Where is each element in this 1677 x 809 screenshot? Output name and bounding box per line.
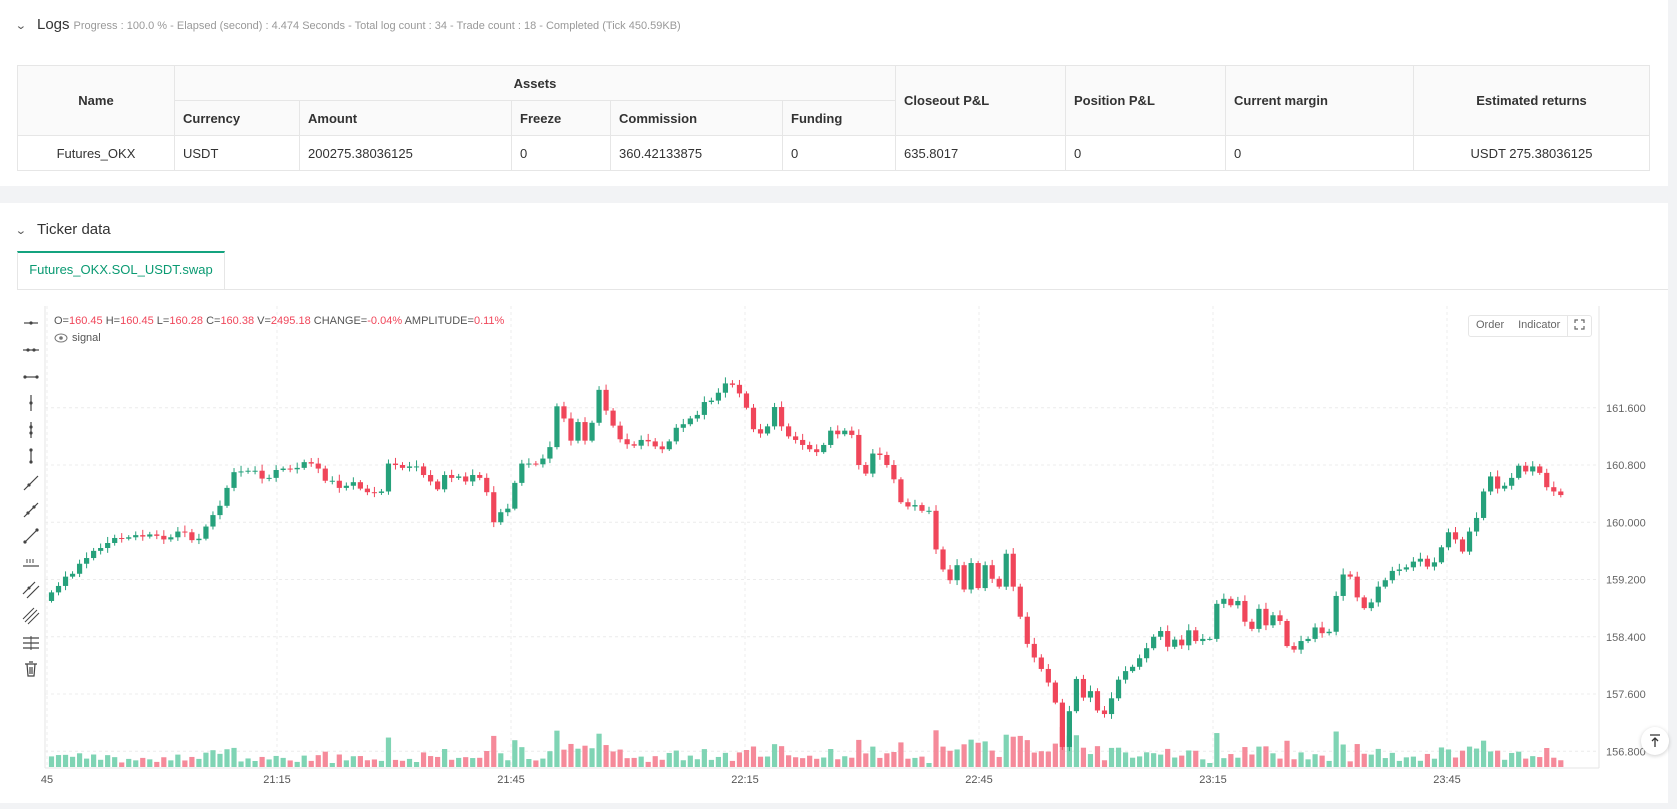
logs-header[interactable]: ⌄ Logs Progress : 100.0 % - Elapsed (sec…: [14, 16, 681, 33]
cell-amount: 200275.38036125: [299, 135, 512, 171]
col-freeze: Freeze: [511, 100, 611, 136]
change-value: -0.04%: [367, 315, 403, 327]
close-value: 160.38: [220, 315, 255, 327]
high-value: 160.45: [120, 315, 154, 327]
ticker-header[interactable]: ⌄ Ticker data: [14, 221, 111, 238]
cell-estimated-returns: USDT 275.38036125: [1413, 135, 1650, 171]
cell-commission: 360.42133875: [610, 135, 783, 171]
fullscreen-icon[interactable]: [1567, 316, 1591, 336]
cell-freeze: 0: [511, 135, 611, 171]
close-label: C=: [206, 315, 221, 327]
cell-name: Futures_OKX: [17, 135, 175, 171]
col-commission: Commission: [610, 100, 783, 136]
chart-buttons: Order Indicator: [1468, 315, 1593, 337]
segment-icon[interactable]: [18, 525, 44, 547]
chevron-down-icon[interactable]: ⌄: [14, 225, 27, 237]
horizontal-segment-icon[interactable]: [18, 366, 44, 388]
ray-icon[interactable]: [18, 472, 44, 494]
tab-divider: [17, 289, 1668, 290]
arrow-up-icon: [1650, 734, 1660, 747]
logs-title: Logs: [37, 16, 70, 33]
ticker-panel: ⌄ Ticker data: [0, 203, 1668, 803]
cell-current-margin: 0: [1225, 135, 1414, 171]
ticker-title: Ticker data: [37, 221, 111, 238]
scroll-to-top-button[interactable]: [1641, 727, 1669, 755]
vertical-segment-icon[interactable]: [18, 445, 44, 467]
col-current-margin: Current margin: [1225, 65, 1414, 136]
col-currency: Currency: [174, 100, 300, 136]
col-closeout-pl: Closeout P&L: [895, 65, 1066, 136]
assets-table: Name Assets Closeout P&L Position P&L Cu…: [17, 65, 1650, 171]
amplitude-value: 0.11%: [473, 315, 505, 327]
fibonacci-icon[interactable]: [18, 605, 44, 627]
vertical-line-icon[interactable]: [18, 419, 44, 441]
low-value: 160.28: [169, 315, 203, 327]
indicator-button[interactable]: Indicator: [1518, 319, 1561, 331]
eye-icon[interactable]: [54, 333, 68, 343]
vertical-ray-icon[interactable]: [18, 392, 44, 414]
col-assets: Assets: [174, 65, 896, 101]
high-label: H=: [105, 315, 121, 327]
signal-label: signal: [72, 332, 101, 344]
col-position-pl: Position P&L: [1065, 65, 1226, 136]
col-name: Name: [17, 65, 175, 136]
extended-line-icon[interactable]: [18, 499, 44, 521]
cell-currency: USDT: [174, 135, 300, 171]
progress-status: Progress : 100.0 % - Elapsed (second) : …: [73, 20, 681, 32]
amplitude-label: AMPLITUDE=: [404, 315, 474, 327]
horizontal-line-icon[interactable]: [18, 339, 44, 361]
open-value: 160.45: [68, 315, 103, 327]
open-label: O=: [54, 315, 69, 327]
chevron-down-icon[interactable]: ⌄: [14, 20, 27, 32]
col-estimated-returns: Estimated returns: [1413, 65, 1650, 136]
volume-value: 2495.18: [270, 315, 311, 327]
cell-funding: 0: [782, 135, 896, 171]
cell-closeout-pl: 635.8017: [895, 135, 1066, 171]
volume-label: V=: [257, 315, 271, 327]
change-label: CHANGE=: [313, 315, 368, 327]
parallel-channel-icon[interactable]: [18, 579, 44, 601]
low-label: L=: [156, 315, 170, 327]
ohlc-legend: O=160.45 H=160.45 L=160.28 C=160.38 V=24…: [54, 315, 504, 327]
price-line-icon[interactable]: [18, 552, 44, 574]
col-amount: Amount: [299, 100, 512, 136]
signal-indicator[interactable]: signal: [54, 332, 101, 344]
cell-position-pl: 0: [1065, 135, 1226, 171]
horizontal-ray-icon[interactable]: [18, 312, 44, 334]
trash-icon[interactable]: [18, 658, 44, 680]
table-row: Futures_OKX USDT 200275.38036125 0 360.4…: [17, 135, 1650, 171]
tab-sol-usdt-swap[interactable]: Futures_OKX.SOL_USDT.swap: [17, 251, 225, 289]
price-channel-icon[interactable]: [18, 632, 44, 654]
col-funding: Funding: [782, 100, 896, 136]
order-button[interactable]: Order: [1476, 319, 1505, 331]
